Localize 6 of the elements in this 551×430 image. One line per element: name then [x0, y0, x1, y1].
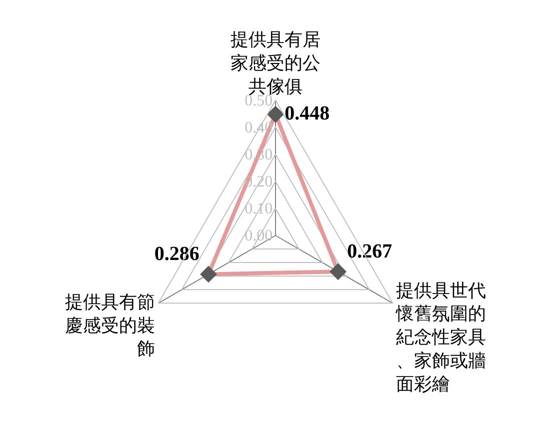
spoke-label: 提供具世代懷舊氛圍的紀念性家具、家飾或牆面彩繪	[395, 280, 486, 394]
data-label: 0.267	[347, 240, 392, 263]
spoke-label: 提供具有居家感受的公共傢俱	[230, 30, 320, 96]
data-label: 0.286	[154, 243, 200, 266]
data-label: 0.448	[284, 102, 330, 124]
spoke-label: 提供具有節慶感受的裝飾	[64, 292, 155, 359]
